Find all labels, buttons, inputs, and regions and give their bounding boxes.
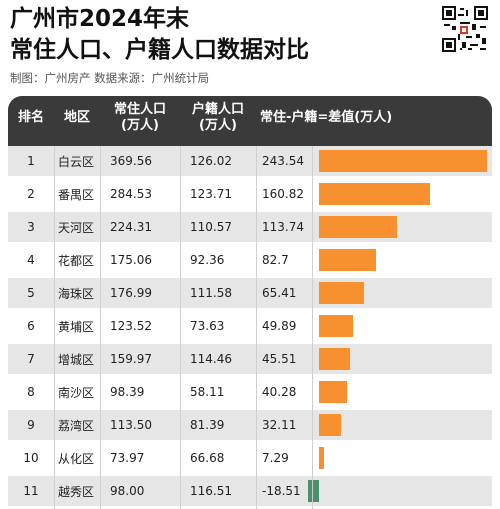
column-divider [312, 146, 313, 509]
header-registered-unit: (万人) [199, 118, 237, 133]
registered-cell: 111.58 [190, 286, 232, 300]
district-cell: 黄埔区 [58, 319, 95, 334]
rank-cell: 3 [27, 220, 35, 234]
registered-cell: 116.51 [190, 484, 232, 498]
resident-cell: 98.00 [110, 484, 145, 498]
district-cell: 从化区 [58, 451, 95, 466]
rank-cell: 9 [27, 418, 35, 432]
resident-cell: 123.52 [110, 319, 152, 333]
page-title: 广州市2024年末 常住人口、户籍人口数据对比 [10, 4, 309, 66]
source-caption: 制图：广州房产 数据来源：广州统计局 [10, 71, 210, 85]
rank-cell: 10 [23, 451, 39, 465]
rank-cell: 5 [27, 286, 35, 300]
rank-cell: 11 [23, 484, 39, 498]
column-divider [54, 146, 55, 509]
resident-cell: 176.99 [110, 286, 152, 300]
difference-cell: 243.54 [262, 154, 304, 168]
difference-bar [319, 150, 487, 172]
difference-bar [308, 480, 319, 502]
data-table: 排名 地区 常住人口 (万人) 户籍人口 (万人) 常住-户籍=差值(万人) 1… [8, 96, 492, 509]
difference-cell: 65.41 [262, 286, 297, 300]
header-difference: 常住-户籍=差值(万人) [260, 110, 393, 125]
district-cell: 越秀区 [58, 484, 95, 499]
difference-cell: 160.82 [262, 187, 304, 201]
district-cell: 荔湾区 [58, 418, 95, 433]
column-divider [256, 146, 257, 509]
table-row: 6 黄埔区 123.52 73.63 49.89 [8, 311, 492, 341]
title-line-2: 常住人口、户籍人口数据对比 [10, 37, 309, 63]
table-row: 8 南沙区 98.39 58.11 40.28 [8, 377, 492, 407]
title-line-1: 广州市2024年末 [10, 6, 190, 32]
difference-cell: 82.7 [262, 253, 289, 267]
difference-cell: 45.51 [262, 352, 297, 366]
rank-cell: 7 [27, 352, 35, 366]
table-header: 排名 地区 常住人口 (万人) 户籍人口 (万人) 常住-户籍=差值(万人) [8, 96, 492, 140]
table-row: 1 白云区 369.56 126.02 243.54 [8, 146, 492, 176]
table-row: 2 番禺区 284.53 123.71 160.82 [8, 179, 492, 209]
registered-cell: 81.39 [190, 418, 225, 432]
header-district: 地区 [63, 110, 90, 125]
header-registered-label: 户籍人口 [191, 102, 244, 117]
difference-bar [319, 216, 397, 238]
district-cell: 海珠区 [58, 286, 95, 301]
rank-cell: 2 [27, 187, 35, 201]
district-cell: 增城区 [58, 352, 95, 367]
difference-bar [319, 348, 350, 370]
difference-bar [319, 447, 324, 469]
resident-cell: 369.56 [110, 154, 152, 168]
registered-cell: 123.71 [190, 187, 232, 201]
table-row: 3 天河区 224.31 110.57 113.74 [8, 212, 492, 242]
table-row: 9 荔湾区 113.50 81.39 32.11 [8, 410, 492, 440]
district-cell: 花都区 [58, 253, 95, 268]
column-divider [100, 146, 101, 509]
registered-cell: 92.36 [190, 253, 225, 267]
rank-cell: 1 [27, 154, 35, 168]
difference-cell: 49.89 [262, 319, 297, 333]
district-cell: 白云区 [58, 154, 95, 169]
district-cell: 南沙区 [58, 385, 95, 400]
header-resident-label: 常住人口 [113, 102, 166, 117]
difference-bar [319, 381, 347, 403]
difference-cell: 7.29 [262, 451, 289, 465]
registered-cell: 58.11 [190, 385, 225, 399]
difference-cell: -18.51 [262, 484, 301, 498]
registered-cell: 110.57 [190, 220, 232, 234]
difference-bar [319, 282, 364, 304]
district-cell: 天河区 [58, 220, 95, 235]
difference-bar [319, 315, 353, 337]
table-body: 1 白云区 369.56 126.02 243.54 2 番禺区 284.53 123.71 16… [8, 146, 492, 509]
header-rank: 排名 [17, 110, 44, 125]
difference-cell: 113.74 [262, 220, 304, 234]
table-row: 11 越秀区 98.00 116.51 -18.51 [8, 476, 492, 506]
difference-bar [319, 249, 376, 271]
difference-bar [319, 414, 341, 436]
resident-cell: 159.97 [110, 352, 152, 366]
registered-cell: 73.63 [190, 319, 225, 333]
registered-cell: 126.02 [190, 154, 232, 168]
column-divider [180, 146, 181, 509]
header-resident: 常住人口 (万人) [100, 96, 180, 140]
qr-code-icon [442, 6, 488, 52]
resident-cell: 175.06 [110, 253, 152, 267]
resident-cell: 98.39 [110, 385, 145, 399]
resident-cell: 284.53 [110, 187, 152, 201]
rank-cell: 8 [27, 385, 35, 399]
table-row: 10 从化区 73.97 66.68 7.29 [8, 443, 492, 473]
rank-cell: 6 [27, 319, 35, 333]
header-resident-unit: (万人) [121, 118, 159, 133]
resident-cell: 224.31 [110, 220, 152, 234]
registered-cell: 66.68 [190, 451, 225, 465]
difference-cell: 40.28 [262, 385, 297, 399]
table-row: 7 增城区 159.97 114.46 45.51 [8, 344, 492, 374]
resident-cell: 73.97 [110, 451, 145, 465]
table-row: 4 花都区 175.06 92.36 82.7 [8, 245, 492, 275]
header-registered: 户籍人口 (万人) [180, 96, 256, 140]
rank-cell: 4 [27, 253, 35, 267]
district-cell: 番禺区 [58, 187, 95, 202]
difference-bar [319, 183, 430, 205]
table-row: 5 海珠区 176.99 111.58 65.41 [8, 278, 492, 308]
resident-cell: 113.50 [110, 418, 152, 432]
difference-cell: 32.11 [262, 418, 297, 432]
registered-cell: 114.46 [190, 352, 232, 366]
